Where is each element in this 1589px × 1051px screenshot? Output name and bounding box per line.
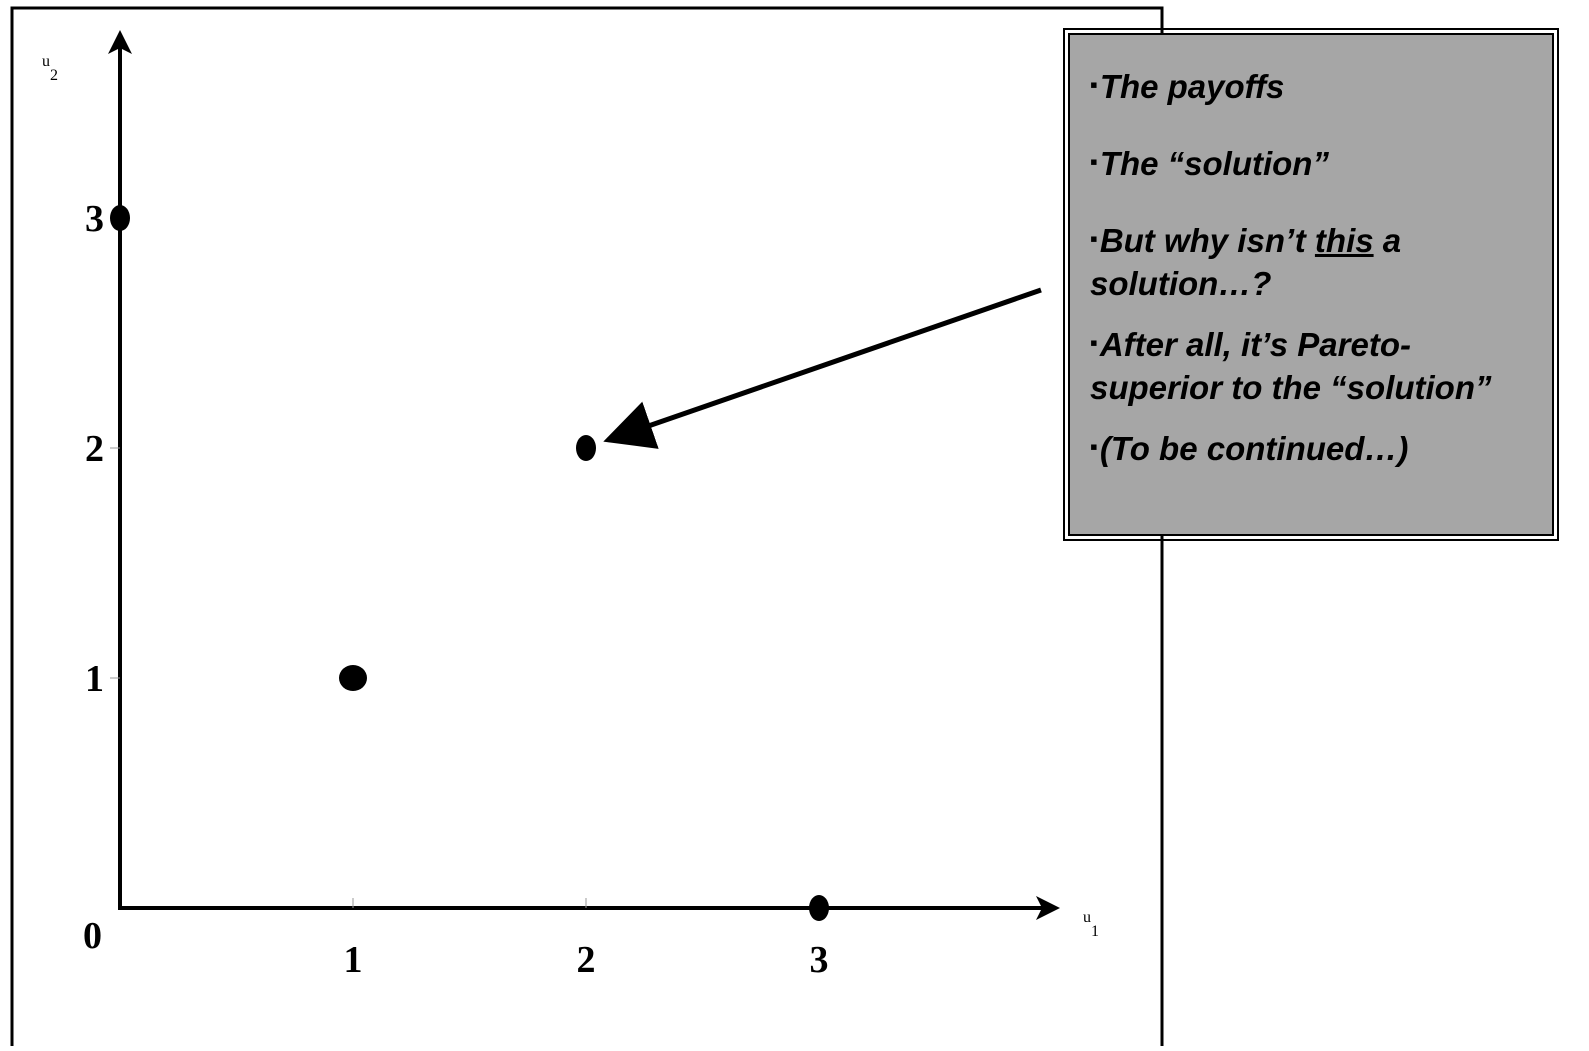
- plot-frame: [10, 6, 1164, 1050]
- bullet-icon: ▪: [1090, 226, 1098, 251]
- notes-box: ▪The payoffs ▪The “solution” ▪But why is…: [1063, 28, 1559, 541]
- note-text: After all, it’s Pareto-superior to the “…: [1090, 326, 1492, 406]
- note-item-solution: ▪The “solution”: [1090, 140, 1540, 185]
- y-axis-label: u2: [42, 53, 58, 84]
- y-axis-label-sub: 2: [50, 67, 58, 84]
- note-text: The “solution”: [1099, 145, 1329, 182]
- note-item-continued: ▪(To be continued…): [1090, 425, 1540, 470]
- y-tick-label: 3: [85, 198, 104, 240]
- x-axis-label-sub: 1: [1091, 923, 1099, 940]
- note-item-why-not: ▪But why isn’t this a solution…?: [1090, 217, 1540, 305]
- x-tick-label: 2: [577, 939, 596, 981]
- note-text: The payoffs: [1099, 68, 1285, 105]
- x-axis-label-base: u: [1083, 909, 1091, 926]
- callout-arrow: [603, 287, 1042, 449]
- bullet-icon: ▪: [1090, 72, 1098, 97]
- x-tick-label: 1: [344, 939, 363, 981]
- x-axis-label: u1: [1083, 909, 1099, 940]
- origin-label: 0: [83, 915, 102, 957]
- bullet-icon: ▪: [1090, 330, 1098, 355]
- bullet-icon: ▪: [1090, 149, 1098, 174]
- payoff-point: [576, 435, 596, 461]
- note-text-underlined: this: [1314, 222, 1374, 259]
- y-tick-label: 2: [85, 428, 104, 470]
- note-text: But why isn’t: [1099, 222, 1315, 259]
- note-item-pareto: ▪After all, it’s Pareto-superior to the …: [1090, 321, 1540, 409]
- payoff-point: [339, 665, 367, 691]
- note-item-payoffs: ▪The payoffs: [1090, 63, 1540, 108]
- note-text: a solution…?: [1090, 222, 1402, 302]
- x-tick-label: 3: [810, 939, 829, 981]
- bullet-icon: ▪: [1090, 434, 1098, 459]
- y-tick-label: 1: [85, 658, 104, 700]
- y-axis-label-base: u: [42, 53, 50, 70]
- payoff-point: [110, 205, 130, 231]
- note-text: (To be continued…): [1099, 430, 1409, 467]
- payoff-point: [809, 895, 829, 921]
